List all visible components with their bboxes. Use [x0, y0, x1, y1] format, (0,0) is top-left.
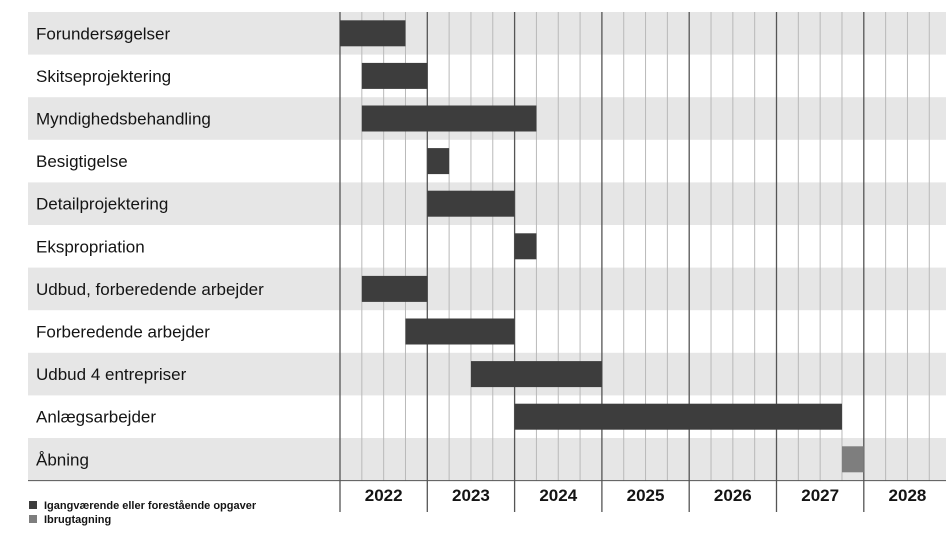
task-label: Detailprojektering [36, 195, 168, 214]
task-label: Udbud, forberedende arbejder [36, 280, 264, 299]
year-label: 2026 [714, 486, 752, 505]
row-stripe [28, 12, 946, 55]
task-bar [340, 20, 406, 47]
task-bar [405, 318, 515, 345]
task-label: Besigtigelse [36, 152, 128, 171]
legend: Igangværende eller forestående opgaver Ib… [29, 500, 257, 526]
task-label: Anlægsarbejder [36, 408, 156, 427]
year-label: 2028 [889, 486, 927, 505]
year-label: 2025 [627, 486, 665, 505]
task-bar [470, 361, 602, 388]
task-bar [841, 446, 864, 473]
year-label: 2023 [452, 486, 490, 505]
legend-swatch [29, 501, 37, 509]
row-stripe [28, 267, 946, 311]
task-bar [427, 148, 450, 175]
task-label: Forberedende arbejder [36, 323, 210, 342]
task-bar [427, 190, 515, 217]
quarter-gridlines [28, 12, 946, 512]
legend-swatch [29, 515, 37, 523]
task-label: Ekspropriation [36, 237, 145, 256]
task-label: Forundersøgelser [36, 24, 171, 43]
legend-label: Igangværende eller forestående opgaver [44, 500, 257, 512]
task-bar [361, 62, 428, 89]
task-labels: Forundersøgelser Skitseprojektering Myndig… [36, 24, 264, 469]
row-stripe [28, 438, 946, 481]
task-bar [514, 233, 537, 260]
task-bars [340, 20, 864, 473]
task-label: Åbning [36, 450, 89, 469]
year-label: 2027 [801, 486, 839, 505]
task-bar [361, 105, 537, 132]
task-label: Udbud 4 entrepriser [36, 365, 187, 384]
task-label: Skitseprojektering [36, 67, 171, 86]
year-axis: 2022 2023 2024 2025 2026 2027 2028 [365, 486, 927, 505]
task-bar [361, 275, 428, 302]
task-bar [514, 403, 842, 430]
year-label: 2024 [539, 486, 577, 505]
task-label: Myndighedsbehandling [36, 110, 211, 129]
legend-label: Ibrugtagning [44, 514, 111, 526]
year-label: 2022 [365, 486, 403, 505]
